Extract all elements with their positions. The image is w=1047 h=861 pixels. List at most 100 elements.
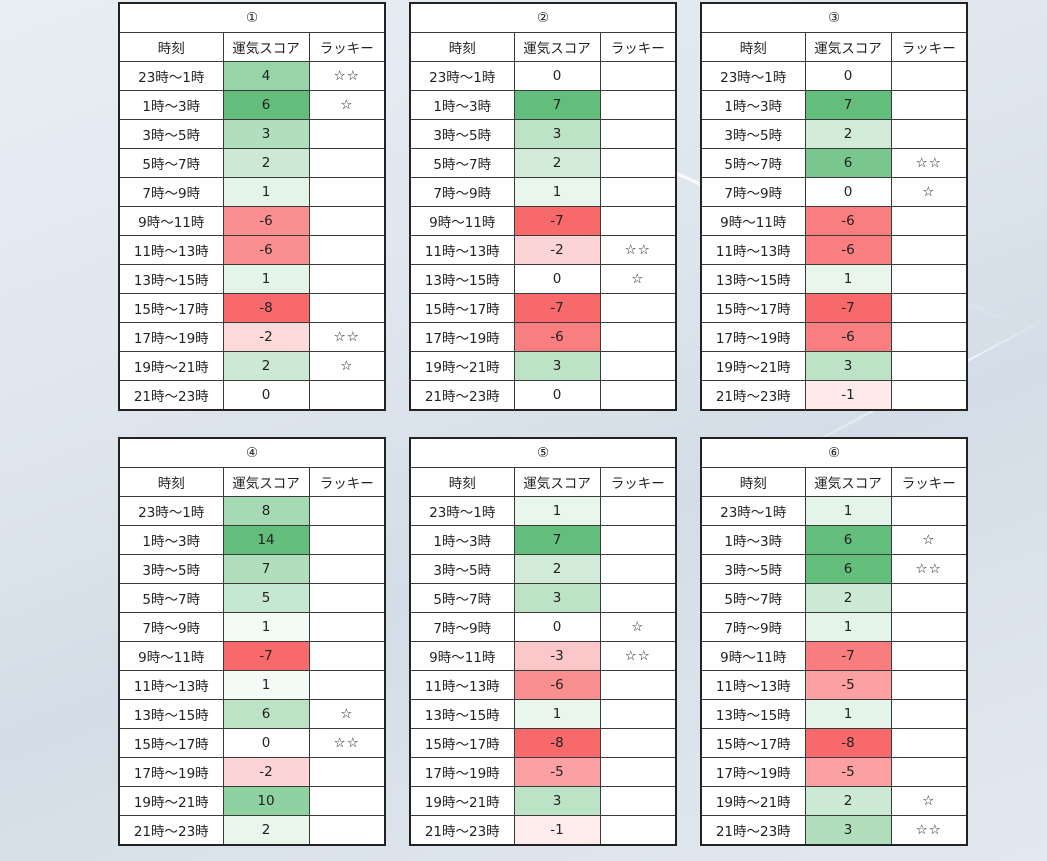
time-slot-cell: 13時～15時 <box>118 264 224 294</box>
table-row: 13時～15時 1 <box>409 699 677 729</box>
score-cell: 1 <box>804 699 892 729</box>
score-cell: 3 <box>513 583 601 613</box>
score-cell: -6 <box>804 322 892 352</box>
table-row: 15時～17時 -7 <box>409 293 677 323</box>
table-row: 7時～9時 1 <box>700 612 968 642</box>
time-slot-cell: 19時～21時 <box>409 351 515 381</box>
time-slot-cell: 21時～23時 <box>409 815 515 846</box>
time-slot-cell: 15時～17時 <box>118 728 224 758</box>
score-cell: 1 <box>222 264 310 294</box>
table-row: 15時～17時 -8 <box>118 293 386 323</box>
score-cell: 1 <box>222 612 310 642</box>
table-row: 13時～15時 1 <box>700 264 968 294</box>
lucky-cell <box>599 351 677 381</box>
score-cell: 0 <box>513 264 601 294</box>
table-row: 13時～15時 6 ☆ <box>118 699 386 729</box>
column-header-score: 運気スコア <box>222 32 310 62</box>
column-header-score: 運気スコア <box>513 32 601 62</box>
table-row: 15時～17時 0 ☆☆ <box>118 728 386 758</box>
table-row: 13時～15時 1 <box>118 264 386 294</box>
time-slot-cell: 7時～9時 <box>118 612 224 642</box>
lucky-cell <box>308 757 386 787</box>
table-row: 23時～1時 0 <box>409 61 677 91</box>
lucky-cell <box>890 496 968 526</box>
time-slot-cell: 1時～3時 <box>118 90 224 120</box>
lucky-cell <box>308 119 386 149</box>
table-title: ③ <box>700 2 968 33</box>
lucky-cell <box>890 293 968 323</box>
time-slot-cell: 13時～15時 <box>118 699 224 729</box>
table-row: 5時～7時 3 <box>409 583 677 613</box>
table-row: 5時～7時 2 <box>118 148 386 178</box>
score-cell: -3 <box>513 641 601 671</box>
time-slot-cell: 3時～5時 <box>409 554 515 584</box>
lucky-cell <box>308 380 386 411</box>
table-row: 23時～1時 8 <box>118 496 386 526</box>
column-header-score: 運気スコア <box>804 32 892 62</box>
table-title: ② <box>409 2 677 33</box>
lucky-cell: ☆☆ <box>599 235 677 265</box>
table-row: 21時～23時 3 ☆☆ <box>700 815 968 846</box>
lucky-cell <box>599 554 677 584</box>
lucky-cell <box>890 728 968 758</box>
fortune-table: ⑥ 時刻 運気スコア ラッキー 23時～1時 1 1時～3時 6 ☆ 3時～5時 6 ☆☆ 5時～7時 2… <box>700 437 968 846</box>
time-slot-cell: 3時～5時 <box>118 554 224 584</box>
table-row: 11時～13時 -2 ☆☆ <box>409 235 677 265</box>
lucky-cell <box>599 583 677 613</box>
table-row: 1時～3時 7 <box>409 90 677 120</box>
fortune-table: ⑤ 時刻 運気スコア ラッキー 23時～1時 1 1時～3時 7 3時～5時 2 5時～7時 3 7時～… <box>409 437 677 846</box>
time-slot-cell: 11時～13時 <box>409 670 515 700</box>
table-row: 17時～19時 -5 <box>700 757 968 787</box>
time-slot-cell: 13時～15時 <box>700 264 806 294</box>
lucky-cell: ☆☆ <box>890 815 968 846</box>
table-row: 19時～21時 3 <box>409 786 677 816</box>
lucky-cell <box>599 322 677 352</box>
fortune-table: ④ 時刻 運気スコア ラッキー 23時～1時 8 1時～3時 14 3時～5時 7 5時～7時 5 7時… <box>118 437 386 846</box>
lucky-cell <box>308 641 386 671</box>
time-slot-cell: 17時～19時 <box>409 757 515 787</box>
column-header-time: 時刻 <box>409 467 515 497</box>
score-cell: 1 <box>222 177 310 207</box>
table-row: 23時～1時 0 <box>700 61 968 91</box>
score-cell: 0 <box>513 380 601 411</box>
column-header-time: 時刻 <box>700 32 806 62</box>
score-cell: 3 <box>513 119 601 149</box>
score-cell: 1 <box>804 264 892 294</box>
lucky-cell: ☆☆ <box>890 148 968 178</box>
lucky-cell <box>308 235 386 265</box>
time-slot-cell: 15時～17時 <box>118 293 224 323</box>
lucky-cell <box>599 293 677 323</box>
column-header-lucky: ラッキー <box>890 467 968 497</box>
column-header-time: 時刻 <box>118 32 224 62</box>
time-slot-cell: 11時～13時 <box>700 670 806 700</box>
table-row: 3時～5時 6 ☆☆ <box>700 554 968 584</box>
table-row: 15時～17時 -8 <box>409 728 677 758</box>
score-cell: -2 <box>222 322 310 352</box>
score-cell: 0 <box>804 61 892 91</box>
time-slot-cell: 23時～1時 <box>409 496 515 526</box>
time-slot-cell: 3時～5時 <box>409 119 515 149</box>
score-cell: -7 <box>513 293 601 323</box>
lucky-cell <box>308 583 386 613</box>
score-cell: -5 <box>513 757 601 787</box>
table-row: 7時～9時 0 ☆ <box>700 177 968 207</box>
lucky-cell <box>599 496 677 526</box>
lucky-cell: ☆☆ <box>599 641 677 671</box>
score-cell: 1 <box>804 612 892 642</box>
table-row: 21時～23時 0 <box>118 380 386 411</box>
score-cell: 2 <box>222 351 310 381</box>
score-cell: 6 <box>804 554 892 584</box>
lucky-cell <box>890 380 968 411</box>
score-cell: -8 <box>222 293 310 323</box>
table-row: 11時～13時 -6 <box>118 235 386 265</box>
lucky-cell <box>599 206 677 236</box>
time-slot-cell: 5時～7時 <box>118 583 224 613</box>
lucky-cell <box>599 380 677 411</box>
lucky-cell <box>890 90 968 120</box>
lucky-cell <box>599 525 677 555</box>
score-cell: -2 <box>513 235 601 265</box>
table-row: 9時～11時 -7 <box>409 206 677 236</box>
table-row: 3時～5時 2 <box>409 554 677 584</box>
table-row: 11時～13時 1 <box>118 670 386 700</box>
score-cell: -6 <box>222 206 310 236</box>
